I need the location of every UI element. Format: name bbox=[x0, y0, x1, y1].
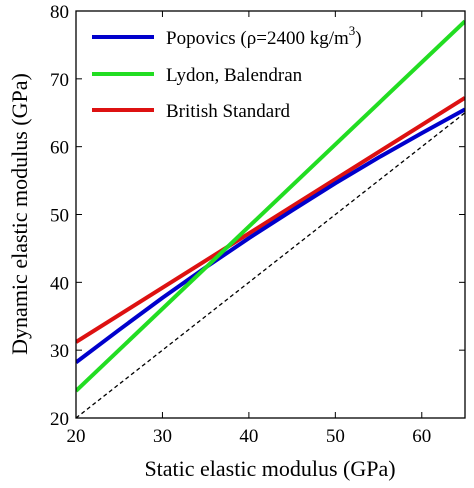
legend-label-popovics-suffix: ) bbox=[355, 28, 361, 49]
legend-label-popovics: Popovics (ρ=2400 kg/m3) bbox=[166, 23, 362, 49]
legend: Popovics (ρ=2400 kg/m3) Lydon, Balendran… bbox=[92, 23, 362, 122]
series-line-british-standard bbox=[76, 96, 465, 344]
series-line-popovics bbox=[76, 107, 465, 364]
y-tick-label: 40 bbox=[50, 273, 69, 294]
x-ticks: 20 30 40 50 60 bbox=[67, 11, 431, 447]
y-tick-label: 80 bbox=[50, 2, 69, 23]
y-ticks: 20 30 40 50 60 70 80 bbox=[50, 2, 465, 430]
series-line-lydon bbox=[76, 19, 465, 393]
y-tick-label: 20 bbox=[50, 409, 69, 430]
y-tick-label: 60 bbox=[50, 138, 69, 159]
y-tick-label: 50 bbox=[50, 206, 69, 227]
y-axis-title: Dynamic elastic modulus (GPa) bbox=[7, 73, 32, 355]
y-tick-label: 30 bbox=[50, 341, 69, 362]
x-tick-label: 20 bbox=[67, 426, 86, 447]
series-layer bbox=[76, 19, 465, 418]
x-axis-title: Static elastic modulus (GPa) bbox=[144, 456, 395, 481]
legend-label-british-standard: British Standard bbox=[166, 101, 291, 122]
legend-label-lydon: Lydon, Balendran bbox=[166, 65, 303, 86]
x-tick-label: 50 bbox=[326, 426, 345, 447]
x-tick-label: 30 bbox=[153, 426, 172, 447]
reference-line-dashed bbox=[76, 112, 465, 418]
legend-label-popovics-sup: 3 bbox=[349, 23, 356, 38]
x-tick-label: 60 bbox=[412, 426, 431, 447]
y-tick-label: 70 bbox=[50, 70, 69, 91]
legend-label-popovics-main: Popovics (ρ=2400 kg/m bbox=[166, 28, 349, 49]
x-tick-label: 40 bbox=[239, 426, 258, 447]
